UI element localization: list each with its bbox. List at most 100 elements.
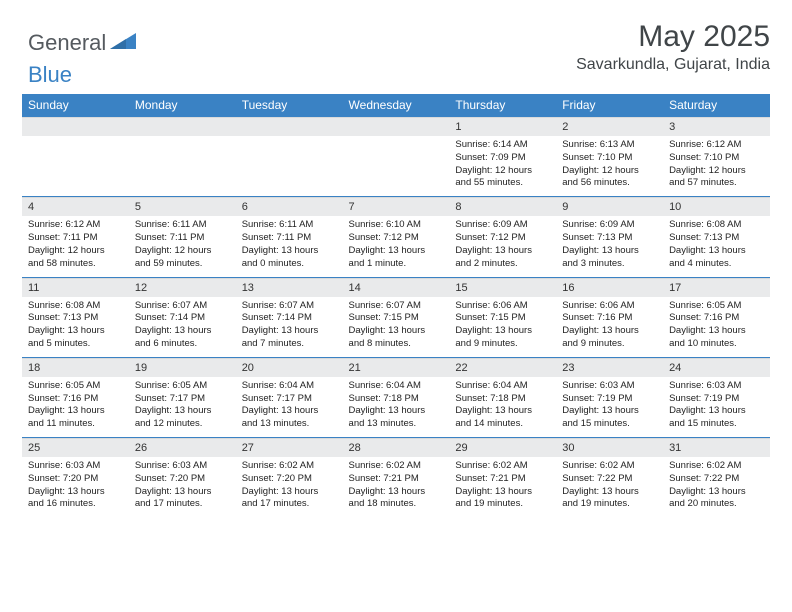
day-body: [236, 136, 343, 194]
calendar-week: 25Sunrise: 6:03 AMSunset: 7:20 PMDayligh…: [22, 438, 770, 518]
day-number: 28: [343, 438, 450, 457]
sunrise-line: Sunrise: 6:02 AM: [562, 460, 657, 473]
day-number: 31: [663, 438, 770, 457]
daylight-line: Daylight: 13 hours and 17 minutes.: [242, 486, 337, 512]
sunrise-line: Sunrise: 6:04 AM: [242, 380, 337, 393]
day-number: 23: [556, 358, 663, 377]
day-body: Sunrise: 6:05 AMSunset: 7:16 PMDaylight:…: [22, 377, 129, 437]
sunset-line: Sunset: 7:14 PM: [135, 312, 230, 325]
calendar-cell: 30Sunrise: 6:02 AMSunset: 7:22 PMDayligh…: [556, 438, 663, 518]
calendar-cell: [22, 117, 129, 197]
day-body: Sunrise: 6:05 AMSunset: 7:17 PMDaylight:…: [129, 377, 236, 437]
calendar-cell: 23Sunrise: 6:03 AMSunset: 7:19 PMDayligh…: [556, 357, 663, 437]
day-number: 22: [449, 358, 556, 377]
brand-graphic-icon: [110, 31, 136, 54]
sunset-line: Sunset: 7:20 PM: [28, 473, 123, 486]
calendar-cell: 25 Sunrise: 6:03 AMSunset: 7:20 PMDayligh…: [22, 438, 129, 518]
sunset-line: Sunset: 7:19 PM: [669, 393, 764, 406]
day-body: Sunrise: 6:11 AMSunset: 7:11 PMDaylight:…: [236, 216, 343, 276]
dayname-saturday: Saturday: [663, 94, 770, 117]
sunrise-line: Sunrise: 6:03 AM: [669, 380, 764, 393]
calendar-cell: 22Sunrise: 6:04 AMSunset: 7:18 PMDayligh…: [449, 357, 556, 437]
sunset-line: Sunset: 7:18 PM: [455, 393, 550, 406]
day-body: Sunrise: 6:12 AMSunset: 7:10 PMDaylight:…: [663, 136, 770, 196]
day-body: [129, 136, 236, 194]
sunrise-line: Sunrise: 6:14 AM: [455, 139, 550, 152]
sunrise-line: Sunrise: 6:02 AM: [669, 460, 764, 473]
daylight-line: Daylight: 13 hours and 4 minutes.: [669, 245, 764, 271]
sunrise-line: Sunrise: 6:05 AM: [28, 380, 123, 393]
day-body: [22, 136, 129, 194]
day-number: 30: [556, 438, 663, 457]
sunset-line: Sunset: 7:19 PM: [562, 393, 657, 406]
sunset-line: Sunset: 7:09 PM: [455, 152, 550, 165]
calendar-page: General May 2025 Savarkundla, Gujarat, I…: [0, 0, 792, 527]
day-number: 19: [129, 358, 236, 377]
sunrise-line: Sunrise: 6:07 AM: [242, 300, 337, 313]
sunrise-line: Sunrise: 6:04 AM: [349, 380, 444, 393]
calendar-cell: 1Sunrise: 6:14 AMSunset: 7:09 PMDaylight…: [449, 117, 556, 197]
sunrise-line: Sunrise: 6:03 AM: [135, 460, 230, 473]
daylight-line: Daylight: 13 hours and 8 minutes.: [349, 325, 444, 351]
day-body: Sunrise: 6:05 AMSunset: 7:16 PMDaylight:…: [663, 297, 770, 357]
sunrise-line: Sunrise: 6:06 AM: [562, 300, 657, 313]
day-number: [129, 117, 236, 136]
calendar-cell: [343, 117, 450, 197]
dayname-friday: Friday: [556, 94, 663, 117]
sunrise-line: Sunrise: 6:08 AM: [28, 300, 123, 313]
day-number: 2: [556, 117, 663, 136]
sunrise-line: Sunrise: 6:08 AM: [669, 219, 764, 232]
calendar-week: 4Sunrise: 6:12 AMSunset: 7:11 PMDaylight…: [22, 197, 770, 277]
sunrise-line: Sunrise: 6:10 AM: [349, 219, 444, 232]
sunset-line: Sunset: 7:15 PM: [349, 312, 444, 325]
day-number: 17: [663, 278, 770, 297]
daylight-line: Daylight: 13 hours and 9 minutes.: [562, 325, 657, 351]
sunset-line: Sunset: 7:15 PM: [455, 312, 550, 325]
day-body: Sunrise: 6:12 AMSunset: 7:11 PMDaylight:…: [22, 216, 129, 276]
sunrise-line: Sunrise: 6:09 AM: [455, 219, 550, 232]
sunrise-line: Sunrise: 6:03 AM: [28, 460, 123, 473]
day-body: Sunrise: 6:03 AMSunset: 7:20 PMDaylight:…: [129, 457, 236, 517]
calendar-cell: 20Sunrise: 6:04 AMSunset: 7:17 PMDayligh…: [236, 357, 343, 437]
day-number: 26: [129, 438, 236, 457]
day-number: 25: [22, 438, 129, 457]
day-number: 11: [22, 278, 129, 297]
sunset-line: Sunset: 7:12 PM: [455, 232, 550, 245]
calendar-cell: 24Sunrise: 6:03 AMSunset: 7:19 PMDayligh…: [663, 357, 770, 437]
calendar-cell: 17Sunrise: 6:05 AMSunset: 7:16 PMDayligh…: [663, 277, 770, 357]
sunrise-line: Sunrise: 6:02 AM: [455, 460, 550, 473]
daylight-line: Daylight: 12 hours and 56 minutes.: [562, 165, 657, 191]
daylight-line: Daylight: 13 hours and 9 minutes.: [455, 325, 550, 351]
day-number: 13: [236, 278, 343, 297]
sunset-line: Sunset: 7:22 PM: [669, 473, 764, 486]
calendar-week: 18Sunrise: 6:05 AMSunset: 7:16 PMDayligh…: [22, 357, 770, 437]
day-body: Sunrise: 6:14 AMSunset: 7:09 PMDaylight:…: [449, 136, 556, 196]
day-number: 7: [343, 197, 450, 216]
daylight-line: Daylight: 13 hours and 15 minutes.: [562, 405, 657, 431]
day-body: Sunrise: 6:02 AMSunset: 7:20 PMDaylight:…: [236, 457, 343, 517]
calendar-cell: 14Sunrise: 6:07 AMSunset: 7:15 PMDayligh…: [343, 277, 450, 357]
daylight-line: Daylight: 13 hours and 19 minutes.: [562, 486, 657, 512]
calendar-cell: 11Sunrise: 6:08 AMSunset: 7:13 PMDayligh…: [22, 277, 129, 357]
calendar-cell: 31Sunrise: 6:02 AMSunset: 7:22 PMDayligh…: [663, 438, 770, 518]
day-number: 6: [236, 197, 343, 216]
calendar-cell: 26Sunrise: 6:03 AMSunset: 7:20 PMDayligh…: [129, 438, 236, 518]
sunrise-line: Sunrise: 6:13 AM: [562, 139, 657, 152]
sunset-line: Sunset: 7:11 PM: [28, 232, 123, 245]
sunrise-line: Sunrise: 6:11 AM: [135, 219, 230, 232]
day-body: Sunrise: 6:07 AMSunset: 7:14 PMDaylight:…: [236, 297, 343, 357]
daylight-line: Daylight: 13 hours and 16 minutes.: [28, 486, 123, 512]
daylight-line: Daylight: 13 hours and 1 minute.: [349, 245, 444, 271]
day-number: 12: [129, 278, 236, 297]
sunset-line: Sunset: 7:14 PM: [242, 312, 337, 325]
daylight-line: Daylight: 12 hours and 57 minutes.: [669, 165, 764, 191]
daylight-line: Daylight: 13 hours and 7 minutes.: [242, 325, 337, 351]
sunset-line: Sunset: 7:10 PM: [562, 152, 657, 165]
sunset-line: Sunset: 7:13 PM: [562, 232, 657, 245]
day-number: 5: [129, 197, 236, 216]
sunset-line: Sunset: 7:13 PM: [28, 312, 123, 325]
sunset-line: Sunset: 7:16 PM: [562, 312, 657, 325]
sunrise-line: Sunrise: 6:07 AM: [349, 300, 444, 313]
calendar-cell: 19Sunrise: 6:05 AMSunset: 7:17 PMDayligh…: [129, 357, 236, 437]
calendar-cell: 5Sunrise: 6:11 AMSunset: 7:11 PMDaylight…: [129, 197, 236, 277]
